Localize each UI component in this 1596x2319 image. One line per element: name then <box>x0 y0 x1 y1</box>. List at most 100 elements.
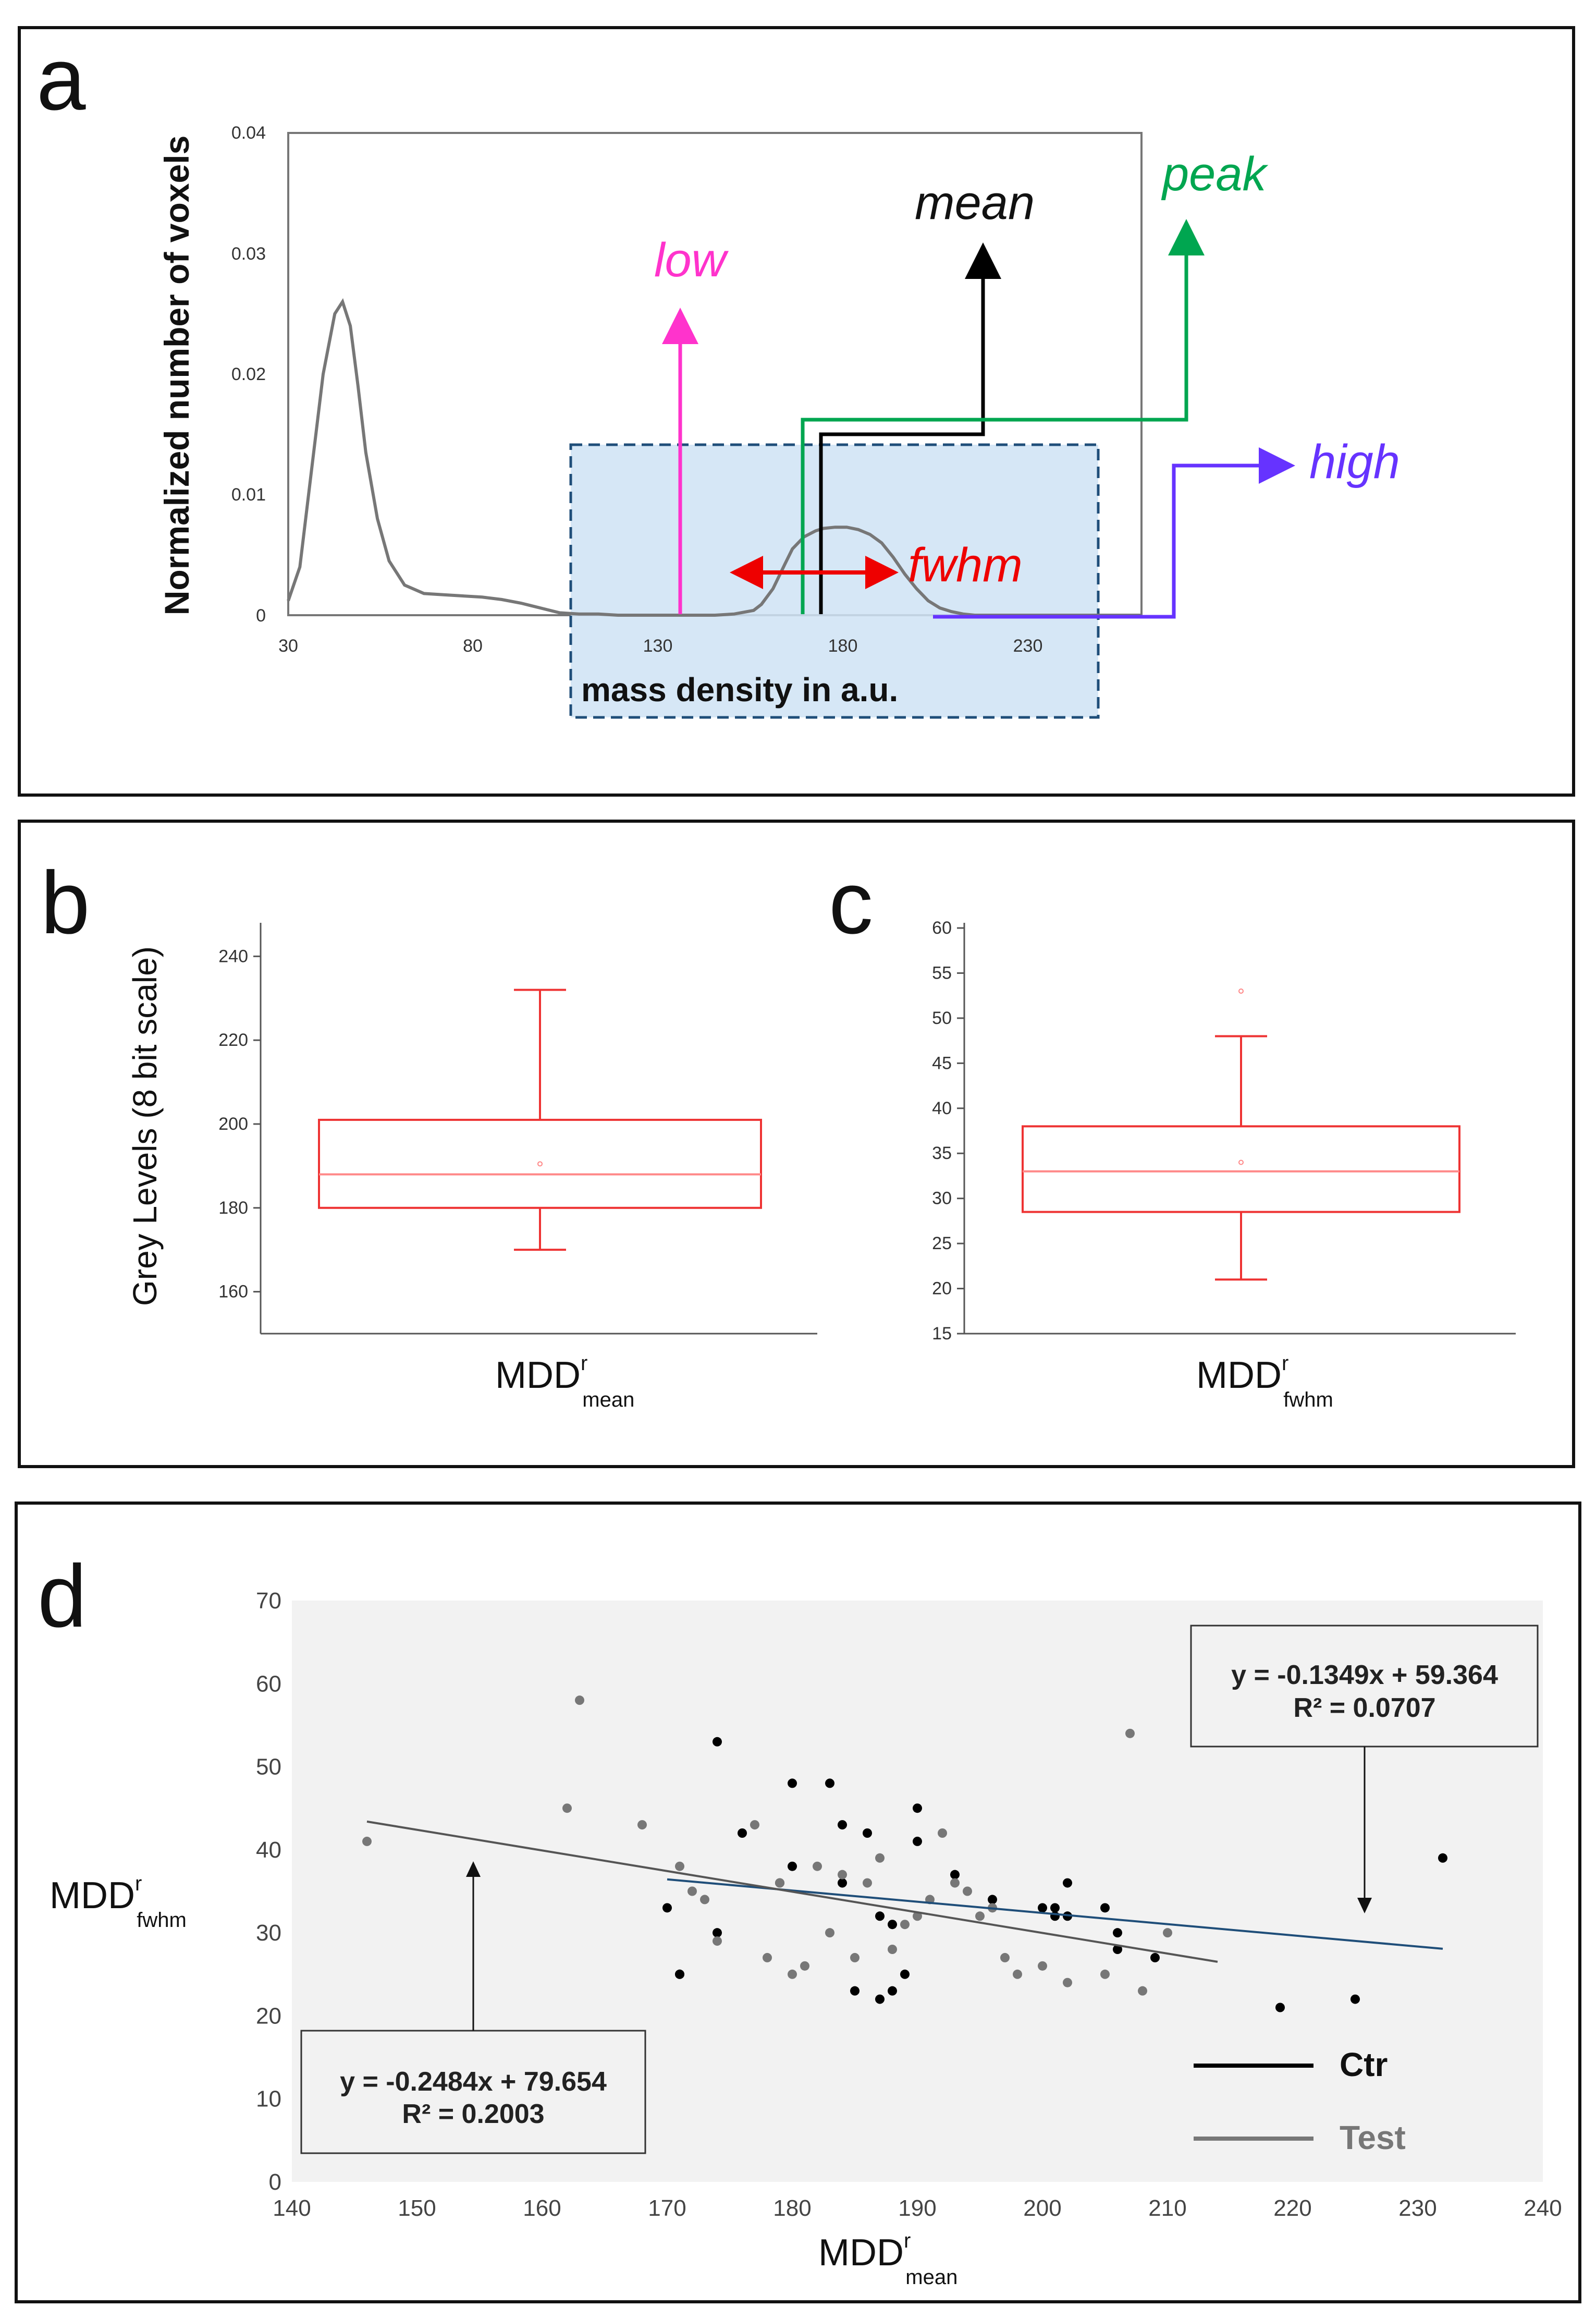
panel-bc <box>18 820 1575 1468</box>
mean-label: mean <box>915 176 1035 229</box>
ctr-point <box>850 1986 860 1996</box>
y-tick-label: 10 <box>256 2086 281 2112</box>
test-point <box>938 1828 947 1838</box>
x-tick-label: 150 <box>398 2195 436 2221</box>
test-point <box>362 1836 372 1846</box>
b-y-axis-label: Grey Levels (8 bit scale) <box>126 946 164 1306</box>
legend-test-label: Test <box>1340 2119 1406 2156</box>
ctr-point <box>888 1920 897 1930</box>
test-point <box>800 1961 809 1971</box>
y-tick-label: 25 <box>932 1234 952 1253</box>
y-tick-label: 40 <box>256 1837 281 1863</box>
test-point <box>1125 1728 1135 1738</box>
d-y-sub: fwhm <box>137 1909 187 1932</box>
ctr-point <box>1150 1952 1160 1962</box>
ctr-point <box>788 1861 797 1871</box>
ctr-point <box>662 1903 672 1913</box>
test-point <box>575 1695 584 1705</box>
ctr-point <box>838 1820 847 1830</box>
test-point <box>1138 1986 1147 1996</box>
y-tick-a: 0.04 <box>231 123 266 143</box>
ctr-eq-arrowhead <box>1357 1898 1372 1913</box>
test-point <box>888 1945 897 1954</box>
ctr-point <box>713 1928 722 1938</box>
y-tick-label: 30 <box>932 1189 952 1209</box>
test-r2: R² = 0.2003 <box>402 2099 544 2129</box>
ctr-point <box>1275 2003 1285 2012</box>
b-cat-sup: r <box>581 1352 587 1375</box>
y-tick-label: 240 <box>218 946 248 966</box>
ctr-point <box>788 1778 797 1788</box>
box-plot-b <box>318 988 762 1251</box>
ctr-point <box>675 1969 684 1979</box>
test-point <box>1163 1928 1172 1938</box>
y-tick-label: 20 <box>932 1279 952 1299</box>
ctr-point <box>1063 1878 1072 1888</box>
ctr-point <box>1038 1903 1047 1913</box>
y-tick-a: 0.02 <box>231 364 266 384</box>
x-tick-a: 180 <box>828 636 858 656</box>
y-tick-label: 180 <box>218 1198 248 1218</box>
ctr-point <box>713 1737 722 1747</box>
d-y-main: MDD <box>50 1875 135 1917</box>
x-tick-label: 180 <box>773 2195 811 2221</box>
x-tick-a: 30 <box>278 636 298 656</box>
x-tick-label: 210 <box>1148 2195 1186 2221</box>
c-category-label: MDDr fwhm <box>1196 1352 1333 1411</box>
panel-bc-charts: b c 160 180 200 220 240 Grey Levels (8 bit s… <box>41 853 1516 1411</box>
mean-marker <box>1238 1160 1244 1165</box>
x-axis-label-a: mass density in a.u. <box>581 671 898 709</box>
y-tick-label: 50 <box>932 1008 952 1028</box>
x-tick-label: 140 <box>273 2195 311 2221</box>
y-tick-label: 60 <box>932 918 952 938</box>
b-yticks: 160 180 200 220 240 <box>218 946 261 1302</box>
test-point <box>825 1928 834 1938</box>
ctr-point <box>900 1969 910 1979</box>
x-tick-label: 200 <box>1023 2195 1061 2221</box>
panel-a-chart: a 0 0.01 0.02 0.03 0.04 30 80 130 180 23… <box>36 30 1400 719</box>
b-cat-main: MDD <box>495 1354 581 1396</box>
ctr-point <box>875 1911 885 1921</box>
y-tick-label: 35 <box>932 1143 952 1163</box>
test-equation-box <box>300 2030 646 2154</box>
ctr-point <box>913 1836 922 1846</box>
test-point <box>913 1911 922 1921</box>
ctr-point <box>1438 1853 1447 1863</box>
fwhm-label: fwhm <box>908 539 1023 592</box>
c-cat-sub: fwhm <box>1283 1388 1333 1411</box>
d-x-axis-label: MDDr mean <box>818 2229 957 2289</box>
x-tick-a: 230 <box>1013 636 1043 656</box>
panel-c-letter: c <box>829 853 873 953</box>
high-label: high <box>1309 435 1400 489</box>
y-tick-label: 50 <box>256 1754 281 1780</box>
d-x-sup: r <box>904 2229 911 2252</box>
test-eq-arrowhead <box>466 1861 481 1877</box>
test-point <box>850 1952 860 1962</box>
test-point <box>875 1853 885 1863</box>
b-cat-sub: mean <box>582 1388 634 1411</box>
density-curve <box>287 298 1141 617</box>
y-tick-label: 70 <box>256 1588 281 1614</box>
y-tick-label: 160 <box>218 1282 248 1302</box>
y-tick-label: 60 <box>256 1671 281 1696</box>
y-tick-a: 0 <box>256 606 266 626</box>
ctr-point <box>838 1878 847 1888</box>
y-tick-label: 220 <box>218 1030 248 1050</box>
y-ticks-a: 0 0.01 0.02 0.03 0.04 <box>231 123 266 626</box>
test-point <box>975 1911 985 1921</box>
test-point <box>1063 1978 1072 1987</box>
b-category-label: MDDr mean <box>495 1352 634 1411</box>
c-yticks: 15 20 25 30 35 40 45 50 55 60 <box>932 918 964 1344</box>
x-tick-label: 190 <box>898 2195 936 2221</box>
test-point <box>562 1803 572 1813</box>
test-point <box>675 1861 684 1871</box>
test-point <box>1100 1969 1110 1979</box>
y-tick-a: 0.01 <box>231 485 266 505</box>
y-axis-label-a: Normalized number of voxels <box>157 136 196 616</box>
ctr-point <box>888 1986 897 1996</box>
d-ticks: 140 150 160 170 180 190 200 210 220 230 240 0 10 20 30… <box>256 1588 1562 2221</box>
ctr-point <box>863 1828 872 1838</box>
d-y-axis-label: MDDr fwhm <box>50 1872 187 1932</box>
test-point <box>950 1878 960 1888</box>
